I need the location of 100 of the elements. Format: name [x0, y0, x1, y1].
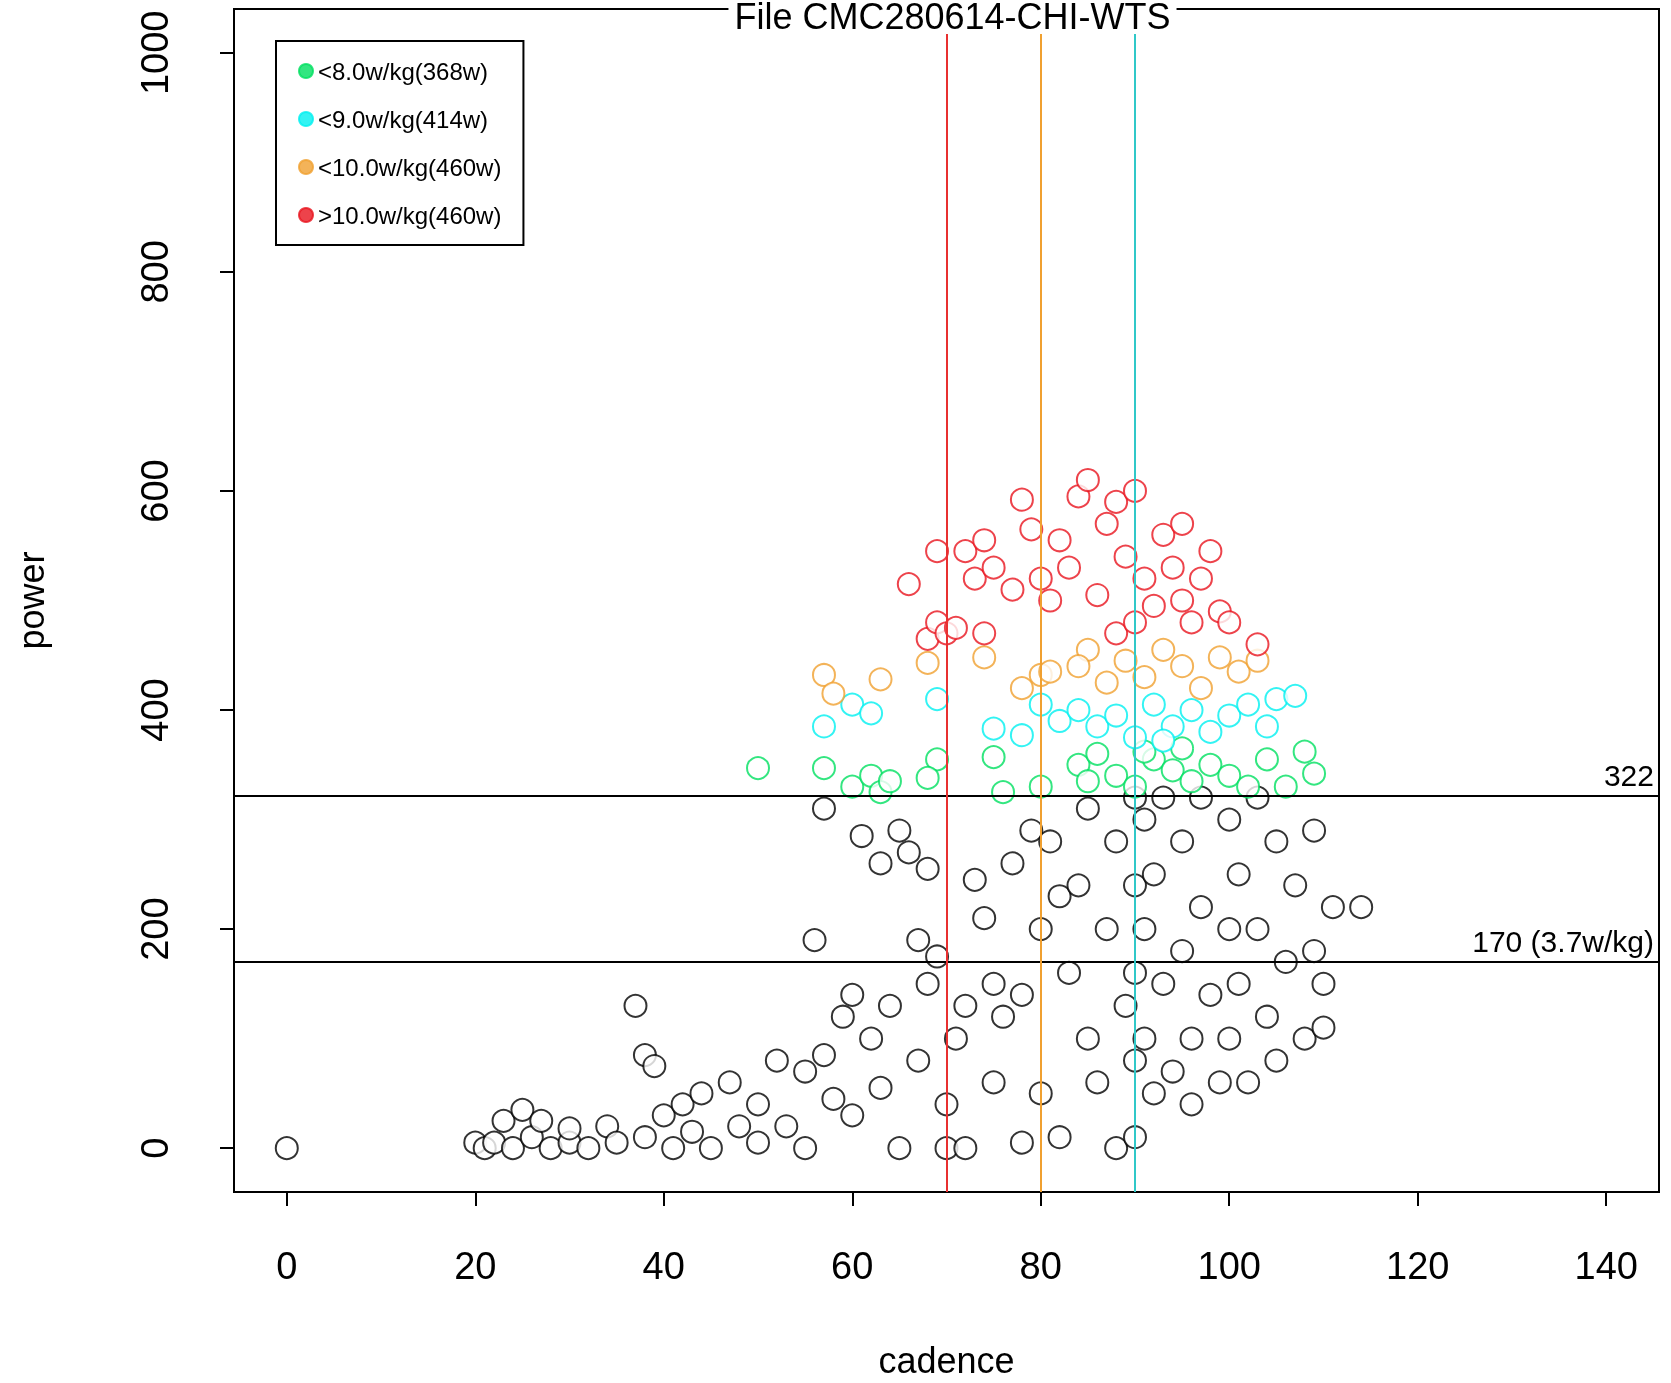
x-tick-label: 40	[642, 1245, 685, 1287]
point	[915, 765, 940, 790]
point	[812, 714, 836, 739]
legend-label: <8.0w/kg(368w)	[318, 57, 489, 85]
point	[1188, 676, 1213, 701]
x-tick-label: 100	[1197, 1245, 1261, 1287]
chart-title: File CMC280614-CHI-WTS	[734, 0, 1171, 37]
point	[1075, 769, 1100, 794]
point	[1047, 528, 1072, 553]
point	[812, 662, 836, 687]
point	[840, 692, 865, 717]
point	[915, 650, 940, 675]
point	[1273, 774, 1298, 799]
point	[1094, 511, 1119, 536]
point	[1009, 676, 1034, 701]
point	[840, 774, 865, 799]
point	[972, 645, 997, 670]
legend-label: >10.0w/kg(460w)	[318, 201, 502, 229]
point	[972, 621, 997, 646]
point	[1085, 583, 1110, 608]
point	[1160, 555, 1185, 580]
point	[1113, 544, 1138, 569]
point	[1104, 489, 1129, 514]
point	[1000, 577, 1025, 602]
point	[1104, 621, 1129, 646]
point	[896, 572, 921, 597]
point	[821, 681, 846, 706]
point	[1151, 728, 1176, 753]
point	[1066, 698, 1091, 723]
y-tick-label: 600	[134, 459, 176, 523]
point	[1085, 741, 1110, 766]
point	[943, 615, 968, 640]
point	[1151, 522, 1176, 547]
point	[1207, 645, 1232, 670]
point	[1264, 687, 1289, 712]
ref-line-label: 170 (3.7w/kg)	[1472, 925, 1654, 959]
point	[868, 667, 893, 692]
point	[981, 745, 1006, 770]
point	[925, 539, 950, 564]
point	[1198, 752, 1223, 777]
point	[1057, 555, 1082, 580]
x-tick-label: 120	[1386, 1245, 1450, 1287]
point	[1245, 632, 1270, 657]
point	[1283, 683, 1308, 708]
point	[1151, 637, 1176, 662]
legend-label: <9.0w/kg(414w)	[318, 105, 489, 133]
point	[1132, 566, 1157, 591]
point	[746, 756, 771, 781]
point	[1094, 670, 1119, 695]
point	[1075, 468, 1100, 492]
point	[953, 539, 978, 564]
point	[1170, 511, 1195, 536]
x-tick-label: 140	[1574, 1245, 1638, 1287]
point	[1179, 698, 1204, 723]
point	[1254, 747, 1279, 772]
x-tick-label: 0	[276, 1245, 298, 1287]
y-tick-label: 400	[134, 678, 176, 742]
point	[1226, 659, 1251, 684]
point	[1104, 763, 1129, 788]
x-tick-label: 20	[454, 1245, 497, 1287]
point	[1236, 774, 1261, 799]
y-tick-label: 200	[134, 897, 176, 961]
point	[1198, 539, 1223, 564]
point	[1217, 763, 1242, 788]
point	[812, 756, 836, 781]
point	[1141, 593, 1166, 618]
x-tick-label: 60	[831, 1245, 874, 1287]
point	[1113, 648, 1138, 673]
x-tick-label: 80	[1019, 1245, 1062, 1287]
point	[1236, 692, 1261, 717]
point	[1170, 654, 1195, 679]
point	[1188, 566, 1213, 591]
y-tick-label: 1000	[134, 10, 176, 96]
point	[877, 769, 902, 794]
point	[1160, 758, 1185, 783]
point	[1038, 588, 1063, 613]
point	[1104, 703, 1129, 728]
point	[1170, 588, 1195, 613]
point	[1009, 487, 1034, 512]
point	[1066, 654, 1091, 679]
ref-line-label: 322	[1603, 758, 1654, 792]
point	[1047, 709, 1072, 733]
point	[1292, 739, 1317, 764]
point	[1302, 761, 1327, 786]
y-tick-label: 0	[134, 1137, 176, 1159]
y-tick-label: 800	[134, 240, 176, 304]
point	[1179, 769, 1204, 794]
x-axis-title: cadence	[878, 1339, 1015, 1381]
point	[1019, 517, 1044, 542]
point	[1132, 665, 1157, 690]
point	[1009, 723, 1034, 748]
point	[1170, 736, 1195, 761]
point	[1179, 610, 1204, 635]
point	[1217, 703, 1242, 728]
point	[962, 566, 987, 591]
point	[972, 528, 997, 553]
point	[1198, 719, 1223, 744]
y-axis-title: power	[10, 551, 52, 650]
legend-label: <10.0w/kg(460w)	[318, 153, 502, 181]
point	[1254, 714, 1279, 739]
